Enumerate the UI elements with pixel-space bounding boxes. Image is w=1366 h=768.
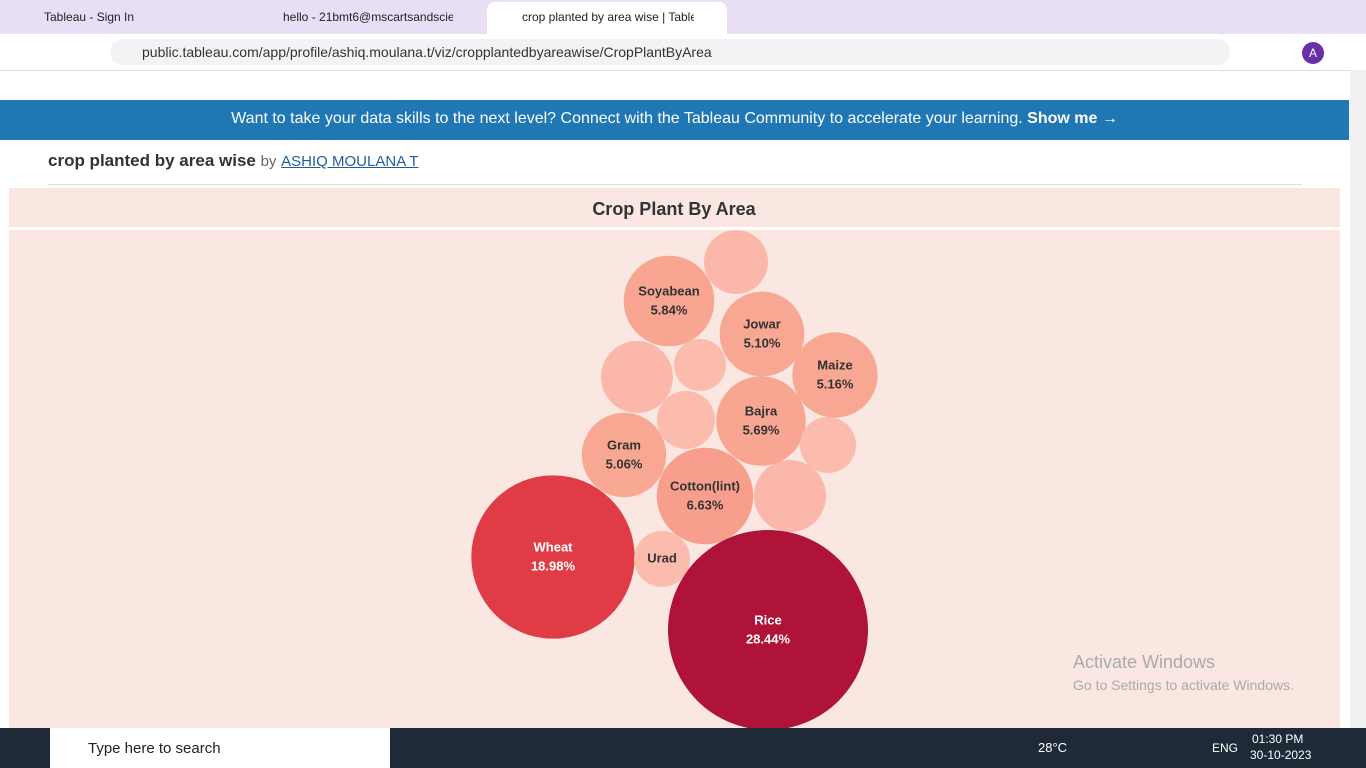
watermark-title: Activate Windows	[1073, 652, 1216, 672]
watermark-subtitle: Go to Settings to activate Windows.	[1073, 677, 1294, 693]
chart: Crop Plant By Area Soyabean 5.84% Jowar 5.1…	[471, 199, 878, 728]
bubble	[656, 447, 754, 545]
bubble-label: Wheat	[534, 539, 574, 554]
date[interactable]: 30-10-2023	[1250, 748, 1312, 762]
bubble-value-label: 5.84%	[651, 302, 688, 317]
bubble-label: Rice	[754, 612, 781, 627]
weather[interactable]: 28°C	[1038, 740, 1068, 755]
profile[interactable]: A	[1302, 42, 1324, 64]
bubble	[792, 332, 878, 418]
author[interactable]: ASHIQ MOULANA T	[281, 153, 419, 170]
tab[interactable]: hello - 21bmt6@mscartsandscie	[283, 10, 453, 24]
bubble	[623, 255, 715, 347]
bubble-value-label: 5.16%	[817, 376, 854, 391]
by: by	[260, 153, 277, 170]
address-bar[interactable]	[110, 39, 1230, 65]
bubble	[634, 531, 690, 587]
bubble	[716, 376, 806, 466]
bubble-label: Cotton(lint)	[670, 478, 740, 493]
banner-link[interactable]: Show me →	[1027, 110, 1118, 127]
search-text[interactable]: Type here to search	[88, 740, 221, 757]
bubble	[600, 340, 674, 414]
chart-title: Crop Plant By Area	[592, 199, 756, 219]
active-tab[interactable]	[487, 2, 727, 34]
divider	[48, 184, 1302, 185]
bubble-value-label: 28.44%	[746, 631, 791, 646]
tab[interactable]: crop planted by area wise | Table	[522, 10, 694, 24]
bubble	[719, 291, 805, 377]
url[interactable]: public.tableau.com/app/profile/ashiq.mou…	[142, 44, 712, 60]
viz-header: crop planted by area wise by ASHIQ MOULA…	[48, 151, 418, 171]
bubble	[674, 339, 726, 391]
bubble-value-label: 5.10%	[744, 335, 781, 350]
bubble	[668, 530, 868, 728]
search-box[interactable]	[50, 728, 390, 768]
bubble-label: Soyabean	[638, 283, 699, 298]
bubble	[704, 230, 768, 294]
bubble-label: Maize	[817, 357, 852, 372]
tab[interactable]: Tableau - Sign In	[44, 10, 135, 24]
bubble-label: Urad	[647, 550, 677, 565]
banner-line: Want to take your data skills to the nex…	[0, 110, 1349, 128]
bubble	[753, 459, 827, 533]
language[interactable]: ENG	[1212, 741, 1239, 755]
bubble-value-label: 6.63%	[687, 497, 724, 512]
bubble-value-label: 18.98%	[531, 558, 576, 573]
bubble-label: Jowar	[743, 316, 781, 331]
bubble-value-label: 5.69%	[743, 422, 780, 437]
bubble	[657, 391, 715, 449]
viz-title: crop planted by area wise	[48, 151, 256, 170]
title-separator	[9, 227, 1340, 230]
time[interactable]: 01:30 PM	[1252, 732, 1304, 746]
bubble-value-label: 5.06%	[606, 456, 643, 471]
banner-text: Want to take your data skills to the nex…	[231, 110, 1023, 127]
bubble	[581, 412, 667, 498]
banner	[0, 100, 1349, 140]
bubble	[800, 417, 856, 473]
bubble-label: Bajra	[745, 403, 778, 418]
bubble	[471, 475, 635, 639]
bubble-label: Gram	[607, 437, 641, 452]
scrollbar[interactable]	[1350, 70, 1366, 728]
